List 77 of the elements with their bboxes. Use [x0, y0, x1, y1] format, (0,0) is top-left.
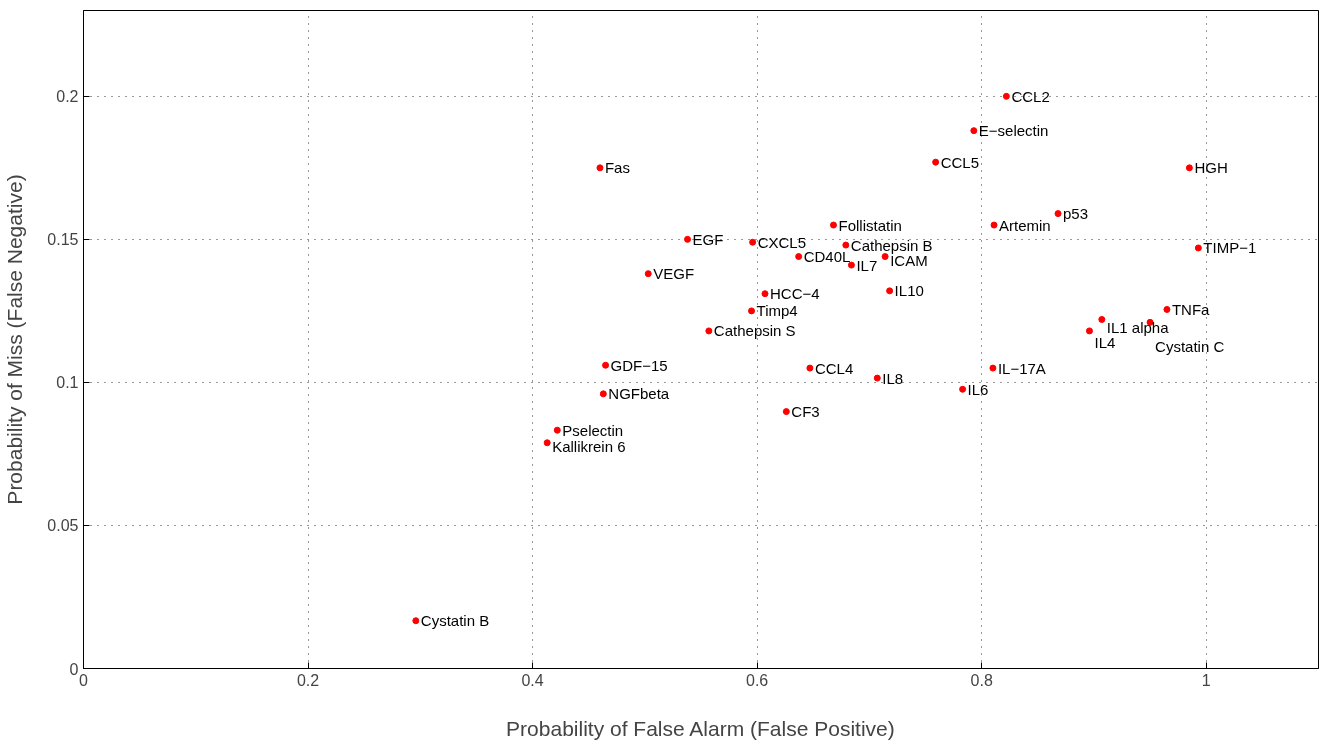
point [1185, 164, 1193, 172]
point [829, 221, 837, 229]
annotation: Cathepsin S [713, 322, 796, 340]
point [1002, 92, 1010, 100]
annotation: Pselectin [562, 421, 624, 439]
annotation: HCC−4 [770, 285, 820, 303]
annotation: VEGF [653, 265, 695, 283]
point [970, 127, 978, 135]
annotation: CCL5 [940, 153, 980, 171]
annotation: IL1 alpha [1106, 318, 1170, 336]
annotation: IL6 [967, 380, 989, 398]
point [705, 327, 713, 335]
y-axis-title: Probability of Miss (False Negative) [3, 174, 27, 505]
x-tick-label: 0.6 [746, 671, 769, 689]
x-tick-label: 0.2 [296, 671, 320, 689]
annotation: IL7 [856, 256, 878, 274]
point [842, 241, 850, 249]
annotation: IL4 [1094, 334, 1116, 352]
annotation: HGH [1194, 159, 1228, 177]
annotation: CXCL5 [757, 233, 806, 251]
point [1054, 210, 1062, 218]
point [795, 253, 803, 261]
y-tick-label: 0.15 [47, 231, 79, 249]
point [684, 235, 692, 243]
point [990, 221, 998, 229]
point [932, 158, 940, 166]
annotation: Cystatin B [420, 612, 490, 630]
point [989, 364, 997, 372]
point [1194, 244, 1202, 252]
annotation: CF3 [791, 403, 820, 421]
annotation: IL−17A [997, 359, 1046, 377]
annotation: Fas [604, 159, 630, 177]
y-tick-label: 0.1 [56, 374, 79, 392]
point [782, 408, 790, 416]
point [412, 617, 420, 625]
point [644, 270, 652, 278]
x-tick-label: 0.4 [521, 671, 544, 689]
point [749, 238, 757, 246]
point [1098, 315, 1106, 323]
y-tick-label: 0.05 [47, 517, 79, 535]
point [602, 361, 610, 369]
point [886, 287, 894, 295]
point [806, 364, 814, 372]
annotation: IL8 [882, 369, 904, 387]
annotation: Timp4 [756, 302, 798, 320]
point [748, 307, 756, 315]
point [1085, 327, 1093, 335]
point [847, 261, 855, 269]
annotation: p53 [1063, 205, 1089, 223]
point [959, 385, 967, 393]
annotation: Artemin [999, 216, 1051, 234]
annotation: TIMP−1 [1203, 239, 1257, 257]
annotation: Kallikrein 6 [552, 438, 626, 456]
point [543, 439, 551, 447]
point [599, 390, 607, 398]
y-tick-label: 0.2 [56, 88, 79, 106]
x-tick-label: 0.8 [970, 671, 993, 689]
annotation: CCL2 [1011, 87, 1050, 105]
annotation: Cathepsin B [850, 236, 933, 254]
annotation: CCL4 [814, 359, 854, 377]
point [873, 374, 881, 382]
annotation: NGFbeta [608, 385, 670, 403]
annotation: TNFa [1171, 300, 1211, 318]
y-tick-label: 0 [69, 660, 79, 678]
annotation: IL10 [894, 282, 924, 300]
x-axis-title: Probability of False Alarm (False Positive) [506, 716, 895, 740]
annotation: CD40L [803, 248, 851, 266]
annotation: Follistatin [838, 216, 902, 234]
annotation: E−selectin [978, 122, 1049, 140]
point [761, 290, 769, 298]
point [1163, 305, 1171, 313]
point [596, 164, 604, 172]
annotation: EGF [692, 230, 724, 248]
annotation: Cystatin C [1155, 337, 1225, 355]
x-tick-label: 1 [1201, 671, 1211, 689]
annotation: GDF−15 [610, 356, 668, 374]
point [553, 426, 561, 434]
